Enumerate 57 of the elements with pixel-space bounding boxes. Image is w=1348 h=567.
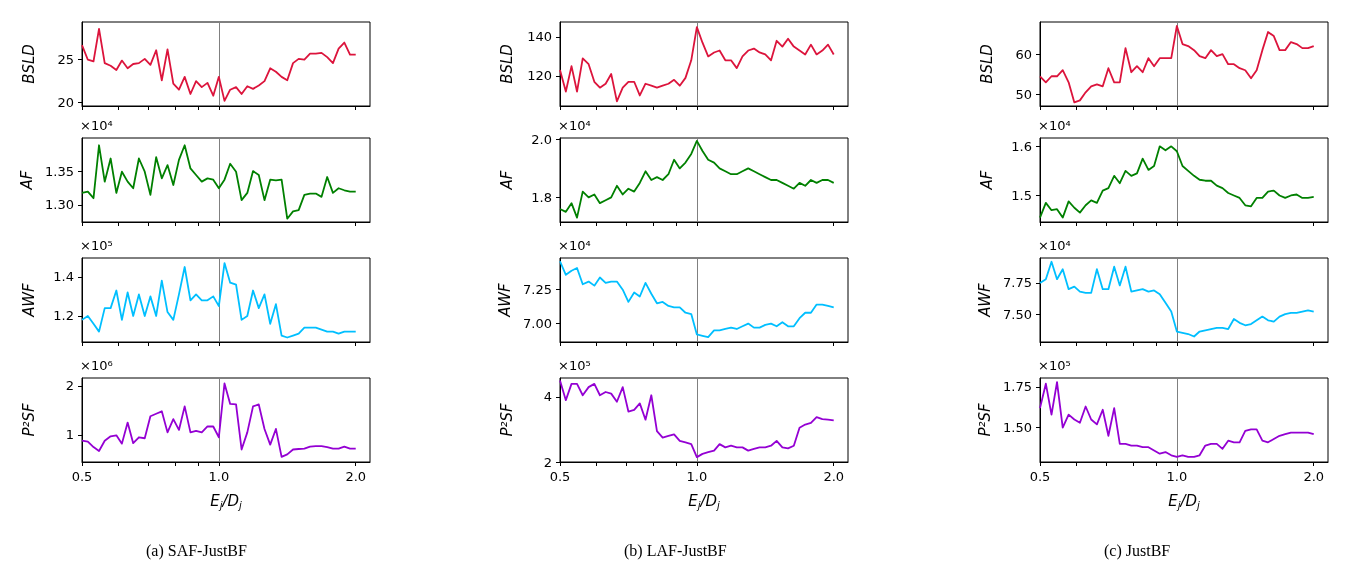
y-axis-title: AWF <box>19 282 38 318</box>
y-tick-label: 1.75 <box>1003 379 1032 395</box>
y-axis-title: P²SF <box>19 403 38 437</box>
y-tick-label: 50 <box>1015 86 1032 102</box>
text: ×10⁶ <box>80 358 113 373</box>
y-axis-title: AF <box>17 170 36 191</box>
x-tick-label: 0.5 <box>549 469 571 484</box>
y-axis-title: P²SF <box>975 403 994 437</box>
text: (b) LAF-JustBF <box>624 541 727 560</box>
text: ×10⁴ <box>1038 238 1071 253</box>
text: ×10⁴ <box>80 118 113 133</box>
y-tick-label: 7.50 <box>1003 306 1032 322</box>
y-tick-label: 1.35 <box>45 164 74 180</box>
y-axis-title: BSLD <box>977 44 996 84</box>
y-axis-title: AWF <box>975 282 994 318</box>
text: (c) JustBF <box>1104 541 1171 560</box>
text: ×10⁵ <box>1038 358 1071 373</box>
y-tick-label: 1.8 <box>531 189 552 205</box>
y-tick-label: 1.30 <box>45 197 74 213</box>
y-tick-label: 120 <box>527 68 552 84</box>
y-tick-label: 60 <box>1015 46 1032 62</box>
y-axis-title: P²SF <box>497 403 516 437</box>
y-axis-title: BSLD <box>497 44 516 84</box>
y-tick-label: 7.25 <box>523 282 552 298</box>
y-axis-title: AWF <box>495 282 514 318</box>
y-tick-label: 2.0 <box>531 131 552 147</box>
x-tick-label: 1.0 <box>208 469 230 484</box>
y-tick-label: 7.00 <box>523 316 552 332</box>
y-tick-label: 1.4 <box>53 269 74 285</box>
x-tick-label: 2.0 <box>823 469 845 484</box>
text: ×10⁴ <box>1038 118 1071 133</box>
x-tick-label: 2.0 <box>1303 469 1325 484</box>
x-tick-label: 2.0 <box>345 469 367 484</box>
y-tick-label: 20 <box>57 95 74 111</box>
x-tick-label: 0.5 <box>1029 469 1051 484</box>
y-tick-label: 2 <box>543 454 552 470</box>
y-tick-label: 7.75 <box>1003 275 1032 291</box>
y-tick-label: 140 <box>527 29 552 45</box>
y-axis-title: BSLD <box>19 44 38 84</box>
y-axis-title: AF <box>977 170 996 191</box>
y-tick-label: 1.50 <box>1003 420 1032 436</box>
y-tick-label: 1.6 <box>1011 138 1032 154</box>
y-tick-label: 1.2 <box>53 308 74 324</box>
x-tick-label: 1.0 <box>686 469 708 484</box>
y-tick-label: 4 <box>543 389 552 405</box>
y-tick-label: 1 <box>65 427 74 443</box>
text: (a) SAF-JustBF <box>146 541 248 560</box>
text: ×10⁴ <box>558 238 591 253</box>
x-tick-label: 0.5 <box>71 469 93 484</box>
y-axis-title: AF <box>497 170 516 191</box>
text: ×10⁴ <box>558 118 591 133</box>
text: ×10⁵ <box>558 358 591 373</box>
y-tick-label: 1.5 <box>1011 187 1032 203</box>
text: ×10⁵ <box>80 238 113 253</box>
y-tick-label: 2 <box>65 378 74 394</box>
y-tick-label: 25 <box>57 52 74 68</box>
x-tick-label: 1.0 <box>1166 469 1188 484</box>
